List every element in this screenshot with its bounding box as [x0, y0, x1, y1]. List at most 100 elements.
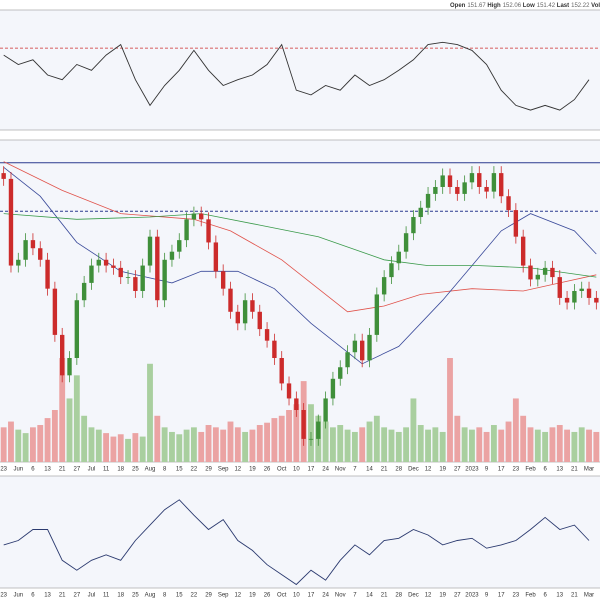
- candle-body: [264, 329, 270, 341]
- candle-body: [125, 277, 131, 278]
- x-tick-label: 29: [205, 467, 212, 473]
- top-panel: [0, 9, 600, 131]
- x-tick-label: 6: [31, 593, 35, 599]
- candle-body: [308, 438, 314, 440]
- x-tick-label: 14: [366, 593, 373, 599]
- volume-bar: [271, 418, 278, 462]
- candle-body: [140, 265, 145, 291]
- x-tick-label: 24: [322, 467, 329, 473]
- candle-body: [572, 290, 577, 303]
- volume-bar: [154, 415, 161, 462]
- volume-bar: [571, 431, 578, 462]
- volume-bar: [432, 427, 439, 462]
- volume-bar: [534, 429, 541, 462]
- candle-body: [323, 398, 328, 422]
- candle-body: [586, 288, 592, 298]
- candle-body: [462, 182, 467, 194]
- candle-body: [286, 383, 292, 399]
- candle-body: [316, 421, 321, 439]
- volume-bar: [417, 425, 424, 462]
- volume-bar: [483, 431, 490, 462]
- candle-body: [16, 259, 21, 266]
- volume-bar: [147, 363, 153, 462]
- candle-body: [169, 251, 175, 260]
- x-tick-label: 25: [132, 467, 139, 473]
- x-tick-label: Sep: [218, 467, 229, 473]
- volume-bar: [366, 421, 373, 462]
- volume-bar: [498, 429, 505, 462]
- candle-body: [389, 263, 394, 278]
- x-tick-label: 7: [353, 593, 357, 599]
- x-tick-label: 28: [395, 593, 402, 599]
- x-tick-label: Nov: [335, 467, 346, 473]
- bottom-panel: [0, 475, 600, 589]
- x-tick-label: 17: [498, 467, 505, 473]
- candle-body: [433, 186, 438, 194]
- candle-body: [447, 175, 453, 187]
- candle-body: [23, 240, 28, 260]
- volume-bar: [30, 427, 36, 462]
- candle-body: [352, 340, 358, 353]
- volume-bar: [51, 410, 58, 462]
- volume-bar: [549, 427, 556, 462]
- candle-body: [403, 233, 409, 252]
- x-tick-label: 27: [454, 593, 461, 599]
- candle-body: [74, 300, 80, 358]
- volume-bar: [469, 429, 475, 462]
- volume-bar: [351, 431, 358, 462]
- candle-body: [272, 340, 277, 358]
- volume-bar: [59, 358, 66, 462]
- volume-bar: [161, 427, 168, 462]
- volume-bar: [73, 375, 80, 462]
- candle-body: [45, 259, 50, 289]
- candle-body: [579, 288, 584, 291]
- x-tick-label: 12: [234, 467, 241, 473]
- x-tick-label: 8: [163, 593, 167, 599]
- volume-bar: [520, 415, 527, 462]
- candle-body: [360, 340, 365, 361]
- x-tick-label: 8: [163, 467, 167, 473]
- volume-bar: [447, 358, 453, 462]
- volume-bar: [542, 431, 549, 462]
- volume-bar: [256, 425, 263, 462]
- x-tick-label: Oct: [277, 467, 287, 473]
- x-tick-label: 27: [454, 467, 461, 473]
- volume-bar: [564, 429, 570, 462]
- x-tick-label: 27: [73, 467, 80, 473]
- x-tick-label: 27: [73, 593, 80, 599]
- x-tick-label: 6: [543, 467, 547, 473]
- header-label: Open: [450, 3, 466, 9]
- candle-body: [147, 236, 153, 266]
- candle-body: [199, 213, 204, 220]
- x-tick-label: Oct: [277, 593, 287, 599]
- x-tick-label: 25: [132, 593, 139, 599]
- volume-bar: [183, 429, 190, 462]
- volume-bar: [403, 427, 410, 462]
- volume-bar: [249, 429, 256, 462]
- volume-bar: [66, 398, 73, 462]
- x-tick-label: Sep: [218, 593, 229, 599]
- x-tick-label: 17: [498, 593, 505, 599]
- header-label: Volu: [591, 3, 600, 9]
- header-label: High: [487, 3, 501, 9]
- volume-bar: [490, 425, 497, 462]
- candle-body: [228, 288, 233, 312]
- x-tick-label: Feb: [525, 593, 536, 599]
- candle-body: [506, 196, 511, 211]
- candle-body: [528, 265, 533, 280]
- x-tick-label: 21: [381, 593, 388, 599]
- candle-body: [30, 240, 36, 249]
- volume-bar: [337, 425, 344, 462]
- header-value: 152.06: [503, 3, 522, 9]
- candle-body: [440, 175, 445, 187]
- volume-bar: [242, 431, 249, 462]
- x-tick-label: 12: [425, 467, 432, 473]
- candle-body: [213, 242, 219, 272]
- x-tick-label: 13: [556, 593, 563, 599]
- x-tick-label: 23: [513, 593, 520, 599]
- volume-bar: [293, 404, 300, 462]
- volume-bar: [234, 427, 241, 462]
- candle-body: [513, 210, 519, 237]
- x-tick-label: 21: [381, 467, 388, 473]
